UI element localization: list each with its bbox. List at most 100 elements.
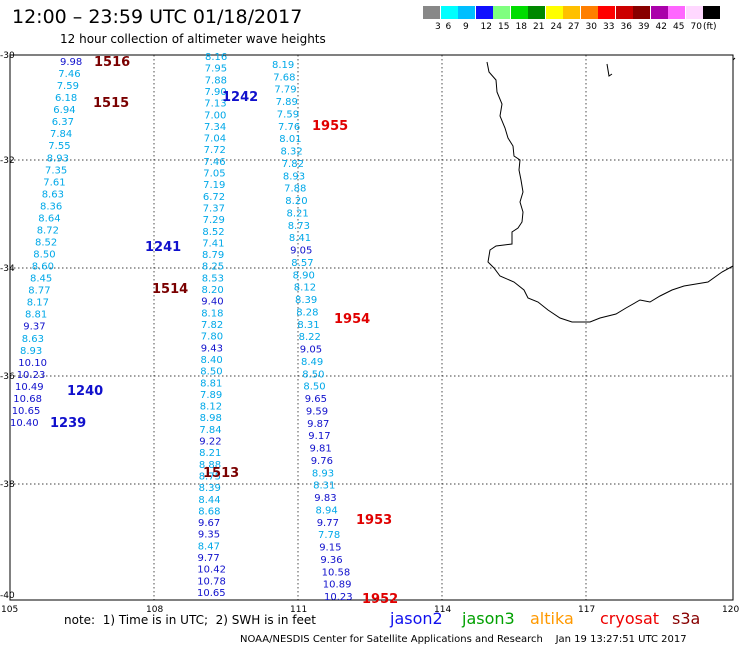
legend-label: 39 — [638, 22, 650, 32]
wave-value-1242: 7.95 — [205, 64, 227, 75]
legend-label: 21 — [533, 22, 545, 32]
wave-value-1955: 8.31 — [313, 481, 335, 492]
wave-value-1242: 8.75 — [199, 472, 221, 483]
legend-label: 70 — [690, 22, 702, 32]
wave-value-1242: 9.67 — [198, 518, 220, 529]
wave-value-1242: 7.37 — [203, 204, 225, 215]
wave-value-1516: 8.81 — [25, 310, 47, 321]
wave-value-1955: 9.36 — [320, 555, 342, 566]
wave-value-1955: 10.23 — [324, 592, 353, 603]
wave-value-1516: 8.63 — [22, 334, 44, 345]
lat-label: -34 — [0, 264, 15, 274]
wave-value-1955: 7.82 — [282, 159, 304, 170]
pass-label-1239: 1239 — [50, 416, 86, 431]
map-frame — [9, 54, 734, 601]
wave-value-1955: 7.78 — [318, 530, 340, 541]
wave-value-1242: 9.77 — [198, 553, 220, 564]
wave-value-1955: 9.05 — [290, 246, 312, 257]
legend-swatch — [458, 6, 475, 19]
wave-value-1516: 6.18 — [55, 93, 77, 104]
wave-value-1516: 8.77 — [28, 286, 50, 297]
pass-label-1514: 1514 — [152, 282, 188, 297]
pass-label-1952: 1952 — [362, 592, 398, 607]
wave-value-1955: 8.01 — [279, 134, 301, 145]
wave-value-1242: 10.42 — [197, 565, 226, 576]
wave-value-1516: 8.52 — [35, 238, 57, 249]
pass-label-1953: 1953 — [356, 513, 392, 528]
wave-value-1242: 10.78 — [197, 576, 226, 587]
legend-swatch — [528, 6, 545, 19]
wave-value-1242: 9.43 — [201, 343, 223, 354]
wave-value-1516: 8.17 — [27, 298, 49, 309]
pass-label-1954: 1954 — [334, 312, 370, 327]
wave-value-1516: 10.40 — [10, 418, 39, 429]
wave-value-1955: 9.81 — [310, 444, 332, 455]
legend-swatch — [580, 6, 598, 19]
wave-value-1516: 8.36 — [40, 201, 62, 212]
wave-value-1242: 8.18 — [201, 308, 223, 319]
wave-value-1516: 6.94 — [53, 105, 75, 116]
wave-value-1955: 8.93 — [283, 171, 305, 182]
wave-value-1955: 8.90 — [293, 270, 315, 281]
wave-value-1242: 7.13 — [204, 99, 226, 110]
legend-swatch — [615, 6, 633, 19]
wave-value-1955: 8.73 — [288, 221, 310, 232]
wave-value-1242: 8.12 — [200, 402, 222, 413]
wave-value-1242: 8.44 — [198, 495, 220, 506]
legend-label: 15 — [498, 22, 510, 32]
lat-label: -30 — [0, 51, 15, 61]
lon-label: 108 — [146, 605, 163, 615]
wave-value-1242: 6.72 — [203, 192, 225, 203]
wave-value-1955: 8.28 — [296, 307, 318, 318]
satellite-altika: altika — [530, 609, 574, 628]
wave-value-1516: 7.59 — [57, 81, 79, 92]
legend-swatch — [440, 6, 458, 19]
lon-label: 117 — [578, 605, 595, 615]
wave-value-1955: 9.59 — [306, 406, 328, 417]
legend-swatch — [668, 6, 685, 19]
wave-value-1242: 9.35 — [198, 530, 220, 541]
wave-value-1242: 8.39 — [199, 483, 221, 494]
wave-value-1955: 9.77 — [317, 518, 339, 529]
legend-swatch — [633, 6, 650, 19]
coastline — [486, 57, 736, 323]
wave-value-1242: 7.80 — [201, 332, 223, 343]
wave-value-1955: 8.57 — [291, 258, 313, 269]
satellite-jason3: jason3 — [462, 609, 515, 628]
lon-label: 111 — [290, 605, 307, 615]
legend-label: 9 — [463, 22, 469, 32]
wave-value-1955: 9.76 — [311, 456, 333, 467]
wave-value-1955: 8.21 — [287, 209, 309, 220]
wave-value-1516: 8.64 — [38, 213, 60, 224]
wave-value-1516: 10.68 — [13, 394, 42, 405]
wave-value-1242: 8.16 — [205, 52, 227, 63]
wave-value-1242: 8.98 — [200, 413, 222, 424]
legend-swatch — [650, 6, 668, 19]
wave-value-1242: 10.65 — [197, 588, 226, 599]
wave-value-1242: 8.21 — [199, 448, 221, 459]
wave-value-1242: 8.52 — [202, 227, 224, 238]
lat-label: -40 — [0, 591, 15, 601]
wave-value-1955: 8.50 — [303, 382, 325, 393]
wave-value-1516: 8.50 — [33, 250, 55, 261]
wave-value-1955: 8.39 — [295, 295, 317, 306]
wave-value-1242: 7.82 — [201, 320, 223, 331]
wave-value-1516: 6.37 — [52, 117, 74, 128]
wave-value-1955: 10.89 — [323, 580, 352, 591]
legend-swatch — [563, 6, 580, 19]
wave-value-1242: 7.88 — [205, 75, 227, 86]
wave-value-1516: 10.49 — [15, 382, 44, 393]
legend-swatch — [703, 6, 720, 19]
wave-value-1242: 8.53 — [202, 273, 224, 284]
wave-value-1955: 9.65 — [305, 394, 327, 405]
lon-label: 114 — [434, 605, 451, 615]
wave-value-1516: 8.45 — [30, 274, 52, 285]
legend-swatch — [493, 6, 510, 19]
wave-value-1242: 8.68 — [198, 506, 220, 517]
legend-swatch — [510, 6, 528, 19]
satellite-s3a: s3a — [672, 609, 701, 628]
wave-value-1955: 9.15 — [319, 543, 341, 554]
wave-value-1955: 7.76 — [278, 122, 300, 133]
wave-value-1516: 7.55 — [48, 141, 70, 152]
